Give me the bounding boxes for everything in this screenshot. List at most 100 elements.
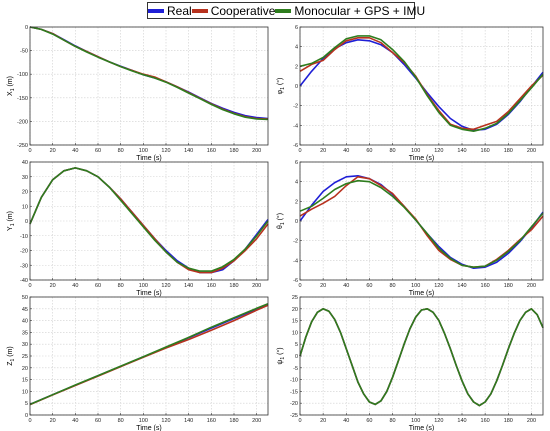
x-tick-label-y1: 120 (161, 283, 170, 289)
x-tick-label-theta: 200 (527, 283, 536, 289)
y-tick-label-phi: 4 (295, 45, 298, 51)
x-tick-label-x1: 160 (207, 148, 216, 154)
x-tick-label-y1: 200 (252, 283, 261, 289)
y-tick-label-z1: 20 (22, 366, 28, 372)
plot-area-x1 (30, 27, 268, 145)
legend-item-mono: Monocular + GPS + IMU (275, 4, 425, 18)
y-tick-label-phi: 6 (295, 25, 298, 31)
chart-z1: 0 20 40 60 80 100 120 140 160 180 200 0 5 10 15 20 25 30 3… (7, 295, 269, 431)
x-tick-label-psi: 40 (343, 418, 349, 424)
y-axis-label-x1: X1 (m) (7, 76, 16, 96)
legend-label-real: Real (167, 3, 192, 18)
x-tick-label-psi: 140 (457, 418, 466, 424)
x-axis-label-theta: Time (s) (409, 290, 434, 297)
y-tick-label-phi: 0 (295, 84, 298, 90)
series-psi-2 (299, 307, 544, 407)
y-axis-label-z1: Z1 (m) (7, 346, 16, 366)
x-tick-label-phi: 60 (366, 148, 372, 154)
legend: Real Cooperative Monocular + GPS + IMU (147, 2, 425, 19)
x-tick-label-phi: 20 (320, 148, 326, 154)
series-phi-2 (299, 35, 544, 132)
y-tick-label-z1: 25 (22, 354, 28, 360)
y-tick-label-theta: 0 (295, 219, 298, 225)
y-tick-label-phi: -2 (293, 104, 298, 110)
chart-psi: 0 20 40 60 80 100 120 140 160 180 200-25-20-15-10-… (276, 295, 544, 431)
x-tick-label-x1: 40 (72, 148, 78, 154)
y-tick-label-z1: 50 (22, 295, 28, 301)
x-tick-label-y1: 100 (139, 283, 148, 289)
y-tick-label-psi: 5 (295, 342, 298, 348)
x-tick-label-theta: 60 (366, 283, 372, 289)
x-tick-label-phi: 120 (434, 148, 443, 154)
x-tick-label-phi: 160 (481, 148, 490, 154)
x-tick-label-z1: 60 (95, 418, 101, 424)
y-tick-label-psi: -5 (293, 366, 298, 372)
y-tick-label-psi: -20 (290, 401, 298, 407)
x-tick-label-y1: 80 (118, 283, 124, 289)
y-tick-label-theta: 2 (295, 199, 298, 205)
x-tick-label-psi: 200 (527, 418, 536, 424)
x-tick-label-x1: 120 (161, 148, 170, 154)
x-tick-label-y1: 20 (50, 283, 56, 289)
x-tick-label-x1: 20 (50, 148, 56, 154)
x-tick-label-theta: 0 (298, 283, 301, 289)
chart-phi: 0 20 40 60 80 100 120 140 160 180 200 -6 -4 -2 0 2 4 6 Tim… (276, 25, 544, 162)
x-tick-label-z1: 180 (229, 418, 238, 424)
y-tick-label-z1: 10 (22, 389, 28, 395)
x-tick-label-x1: 140 (184, 148, 193, 154)
y-tick-label-y1: -30 (20, 263, 28, 269)
x-tick-label-z1: 0 (28, 418, 31, 424)
y-axis-label-theta: θ1 (°) (276, 213, 286, 229)
x-tick-label-x1: 200 (252, 148, 261, 154)
x-tick-label-psi: 160 (481, 418, 490, 424)
x-tick-label-phi: 40 (343, 148, 349, 154)
y-tick-label-psi: -25 (290, 413, 298, 419)
y-tick-label-z1: 40 (22, 319, 28, 325)
y-tick-label-x1: 0 (25, 25, 28, 31)
y-tick-label-y1: 10 (22, 204, 28, 210)
x-tick-label-x1: 100 (139, 148, 148, 154)
x-tick-label-z1: 200 (252, 418, 261, 424)
x-tick-label-phi: 140 (457, 148, 466, 154)
x-tick-label-psi: 100 (411, 418, 420, 424)
x-tick-label-x1: 180 (229, 148, 238, 154)
x-tick-label-y1: 140 (184, 283, 193, 289)
y-tick-label-z1: 15 (22, 378, 28, 384)
series-x1-2 (29, 26, 269, 121)
x-tick-label-phi: 0 (298, 148, 301, 154)
y-tick-label-z1: 5 (25, 401, 28, 407)
x-tick-label-z1: 80 (118, 418, 124, 424)
series-z1-2 (29, 303, 269, 406)
y-tick-label-y1: -40 (20, 278, 28, 284)
y-tick-label-theta: 6 (295, 160, 298, 166)
series-theta-2 (299, 179, 544, 269)
x-tick-label-theta: 100 (411, 283, 420, 289)
legend-swatch-mono (275, 8, 292, 13)
x-tick-label-theta: 180 (504, 283, 513, 289)
y-tick-label-x1: -50 (20, 49, 28, 55)
y-tick-label-theta: -4 (293, 258, 298, 264)
x-tick-label-theta: 140 (457, 283, 466, 289)
y-tick-label-psi: -10 (290, 378, 298, 384)
x-tick-label-psi: 120 (434, 418, 443, 424)
y-tick-label-theta: -2 (293, 239, 298, 245)
y-tick-label-z1: 45 (22, 307, 28, 313)
y-tick-label-z1: 0 (25, 413, 28, 419)
y-tick-label-psi: 15 (292, 319, 298, 325)
chart-y1: 0 20 40 60 80 100 120 140 160 180 200 -40 -30 -20 -10 0… (7, 160, 269, 297)
y-tick-label-x1: -150 (17, 96, 28, 102)
x-axis-label-x1: Time (s) (136, 155, 161, 162)
x-tick-label-theta: 160 (481, 283, 490, 289)
y-tick-label-x1: -250 (17, 143, 28, 149)
x-tick-label-z1: 20 (50, 418, 56, 424)
y-tick-label-y1: -10 (20, 234, 28, 240)
x-tick-label-theta: 20 (320, 283, 326, 289)
x-tick-label-phi: 200 (527, 148, 536, 154)
y-tick-label-y1: 0 (25, 219, 28, 225)
y-tick-label-psi: -15 (290, 389, 298, 395)
legend-item-cooperative: Cooperative (191, 4, 275, 18)
y-tick-label-y1: 40 (22, 160, 28, 166)
y-tick-label-y1: 20 (22, 190, 28, 196)
y-axis-label-y1: Y1 (m) (7, 211, 16, 231)
x-axis-label-z1: Time (s) (136, 425, 161, 431)
